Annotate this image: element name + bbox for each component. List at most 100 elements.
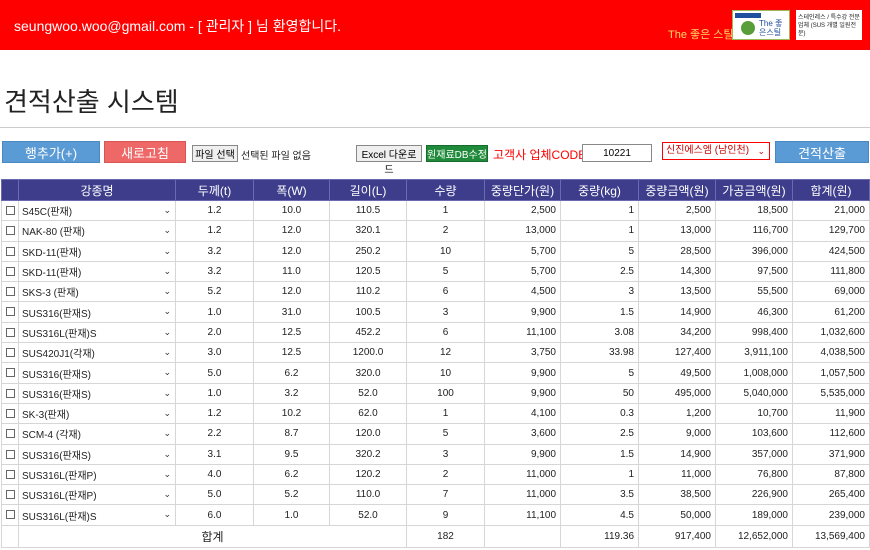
steel-grade-select[interactable]: NAK-80 (판재) ⌄ (18, 220, 176, 242)
steel-grade-select[interactable]: SUS316L(판재)S ⌄ (18, 504, 176, 526)
row-checkbox[interactable] (5, 469, 15, 479)
row-checkbox[interactable] (5, 388, 15, 398)
page-title: 견적산출 시스템 (4, 87, 179, 117)
table-cell: 6.2 (253, 463, 330, 486)
table-cell: 103,600 (715, 423, 793, 445)
table-cell: 120.5 (329, 260, 407, 283)
steel-grade-select[interactable]: SKD-11(판재) ⌄ (18, 240, 176, 262)
table-cell: 1,057,500 (792, 362, 870, 384)
row-checkbox[interactable] (5, 429, 15, 439)
table-cell: 2,500 (484, 199, 561, 222)
table-cell: 2.5 (560, 260, 639, 283)
file-select-button[interactable]: 파일 선택 (192, 145, 238, 162)
row-checkbox-cell (1, 463, 19, 486)
table-row: SUS316L(판재P) ⌄ 4.0 6.2 120.2 2 11,000 1 11,000 76… (1, 463, 870, 486)
excel-download-button[interactable]: Excel 다운로드 (356, 145, 422, 176)
table-cell: 3,600 (484, 423, 561, 445)
table-cell: 10.0 (253, 199, 330, 222)
table-cell: 12.5 (253, 342, 330, 364)
steel-grade-select[interactable]: SUS420J1(각재) ⌄ (18, 342, 176, 364)
chevron-down-icon: ⌄ (163, 306, 171, 317)
row-checkbox[interactable] (5, 510, 15, 520)
row-checkbox[interactable] (5, 368, 15, 378)
steel-grade-select[interactable]: SUS316L(판재)S ⌄ (18, 321, 176, 344)
total-cell: 182 (406, 524, 485, 548)
table-cell: 4,038,500 (792, 342, 870, 364)
refresh-button[interactable]: 새로고침 (104, 141, 186, 163)
steel-grade-select[interactable]: SUS316(판재S) ⌄ (18, 301, 176, 323)
steel-grade-value: SUS316L(판재P) (22, 471, 97, 482)
table-cell: 3 (560, 281, 639, 303)
steel-grade-select[interactable]: SUS316(판재S) ⌄ (18, 362, 176, 384)
table-cell: 110.0 (329, 484, 407, 506)
row-checkbox[interactable] (5, 246, 15, 256)
row-checkbox-cell (1, 220, 19, 242)
steel-grade-select[interactable]: SKD-11(판재) ⌄ (18, 260, 176, 283)
table-cell: 1,200 (638, 402, 716, 425)
row-checkbox[interactable] (5, 307, 15, 317)
chevron-down-icon: ⌄ (163, 245, 171, 256)
table-row: SUS316L(판재)S ⌄ 2.0 12.5 452.2 6 11,100 3.08 34,2… (1, 321, 870, 344)
chevron-down-icon: ⌄ (163, 286, 171, 297)
steel-grade-value: SUS316(판재S) (22, 308, 91, 320)
table-cell: 112,600 (792, 423, 870, 445)
row-checkbox[interactable] (5, 327, 15, 337)
row-checkbox-cell (1, 240, 19, 262)
row-checkbox[interactable] (5, 348, 15, 358)
table-cell: 5.0 (175, 362, 254, 384)
steel-grade-select[interactable]: SK-3(판재) ⌄ (18, 402, 176, 425)
steel-grade-value: SUS316L(판재)S (22, 511, 97, 523)
table-cell: 2.0 (175, 321, 254, 344)
table-cell: 5,700 (484, 260, 561, 283)
table-cell: 10 (406, 240, 485, 262)
db-edit-button[interactable]: 원재료DB수정 (426, 145, 488, 162)
row-checkbox[interactable] (5, 226, 15, 236)
table-cell: 52.0 (329, 504, 407, 526)
table-cell: 110.5 (329, 199, 407, 222)
table-cell: 7 (406, 484, 485, 506)
row-checkbox[interactable] (5, 408, 15, 418)
table-cell: 10,700 (715, 402, 793, 425)
company-select[interactable]: 신진에스엠 (남인천) ⌄ (662, 142, 770, 160)
calculate-button[interactable]: 견적산출 (775, 141, 869, 163)
table-cell: 1 (560, 463, 639, 486)
table-row: SUS316(판재S) ⌄ 1.0 31.0 100.5 3 9,900 1.5 14,900 4… (1, 301, 870, 323)
chevron-down-icon: ⌄ (163, 509, 171, 520)
steel-grade-value: SUS316(판재S) (22, 369, 91, 381)
chevron-down-icon: ⌄ (163, 468, 171, 479)
row-checkbox[interactable] (5, 490, 15, 500)
row-checkbox[interactable] (5, 206, 15, 215)
table-cell: 5,040,000 (715, 382, 793, 404)
table-cell: 61,200 (792, 301, 870, 323)
steel-grade-select[interactable]: SKS-3 (판재) ⌄ (18, 281, 176, 303)
table-cell: 69,000 (792, 281, 870, 303)
column-header: 폭(W) (253, 179, 330, 201)
table-cell: 1.0 (253, 504, 330, 526)
table-cell: 6.2 (253, 362, 330, 384)
table-cell: 9,900 (484, 301, 561, 323)
customer-code-input[interactable] (582, 144, 652, 162)
table-cell: 3.08 (560, 321, 639, 344)
steel-grade-select[interactable]: SUS316(판재S) ⌄ (18, 443, 176, 465)
steel-grade-value: SUS420J1(각재) (22, 349, 95, 361)
table-row: SUS316(판재S) ⌄ 5.0 6.2 320.0 10 9,900 5 49,500 1,0… (1, 362, 870, 384)
total-cell: 917,400 (638, 524, 716, 548)
steel-grade-select[interactable]: SCM-4 (각재) ⌄ (18, 423, 176, 445)
row-checkbox[interactable] (5, 287, 15, 297)
table-cell: 28,500 (638, 240, 716, 262)
table-cell: 2,500 (638, 199, 716, 222)
steel-grade-select[interactable]: SUS316(판재S) ⌄ (18, 382, 176, 404)
chevron-down-icon: ⌄ (163, 225, 171, 236)
table-cell: 3.2 (253, 382, 330, 404)
steel-grade-select[interactable]: S45C(판재) ⌄ (18, 199, 176, 222)
table-row: SUS420J1(각재) ⌄ 3.0 12.5 1200.0 12 3,750 33.98 12… (1, 342, 870, 364)
chevron-down-icon: ⌄ (163, 367, 171, 378)
row-checkbox[interactable] (5, 449, 15, 459)
row-checkbox[interactable] (5, 266, 15, 276)
row-checkbox-cell (1, 504, 19, 526)
row-checkbox-cell (1, 199, 19, 222)
steel-grade-value: SK-3(판재) (22, 410, 70, 422)
add-row-button[interactable]: 행추가(+) (2, 141, 100, 163)
steel-grade-select[interactable]: SUS316L(판재P) ⌄ (18, 484, 176, 506)
steel-grade-select[interactable]: SUS316L(판재P) ⌄ (18, 463, 176, 486)
